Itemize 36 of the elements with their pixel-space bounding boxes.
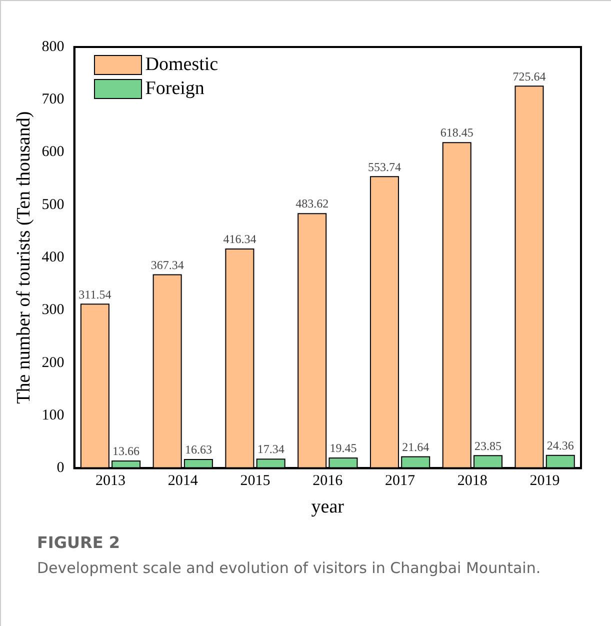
y-tick-label: 800 [42, 38, 64, 55]
data-label: 416.34 [223, 232, 256, 246]
x-tick-label: 2013 [95, 473, 126, 490]
x-tick-label: 2017 [385, 473, 416, 490]
x-tick-label: 2015 [240, 473, 270, 490]
x-tick-label: 2019 [530, 473, 560, 490]
data-label: 618.45 [440, 126, 474, 140]
y-tick-label: 600 [42, 144, 64, 160]
x-tick-label: 2014 [168, 473, 198, 490]
y-axis-title: The number of tourists (Ten thousand) [13, 111, 34, 404]
y-tick-label: 500 [42, 196, 64, 213]
legend-label: Foreign [145, 78, 204, 100]
data-label: 725.64 [512, 69, 546, 84]
y-tick-label: 400 [42, 250, 64, 266]
y-tick-label: 300 [42, 302, 64, 318]
data-label: 13.66 [112, 444, 140, 458]
x-tick-label: 2016 [312, 473, 344, 490]
data-label: 23.85 [474, 438, 502, 453]
data-label: 21.64 [402, 440, 430, 454]
y-tick-label: 200 [42, 354, 64, 371]
text: FIGURE 2 [37, 533, 121, 552]
data-label: 17.34 [257, 442, 284, 456]
y-tick-label: 100 [42, 407, 64, 424]
x-axis-title: year [311, 496, 345, 518]
data-label: 24.36 [546, 438, 574, 453]
text: Development scale and evolution of visitors in Changbai Mountain. [37, 558, 542, 579]
legend-label: Domestic [145, 54, 218, 76]
data-label: 483.62 [296, 196, 329, 211]
y-tick-label: 0 [56, 460, 64, 476]
data-label: 553.74 [368, 160, 401, 174]
y-tick-label: 700 [42, 92, 64, 108]
data-label: 311.54 [78, 287, 112, 302]
data-label: 367.34 [150, 258, 184, 272]
data-label: 19.45 [330, 441, 357, 456]
data-label: 16.63 [184, 442, 212, 457]
x-tick-label: 2018 [457, 473, 488, 490]
